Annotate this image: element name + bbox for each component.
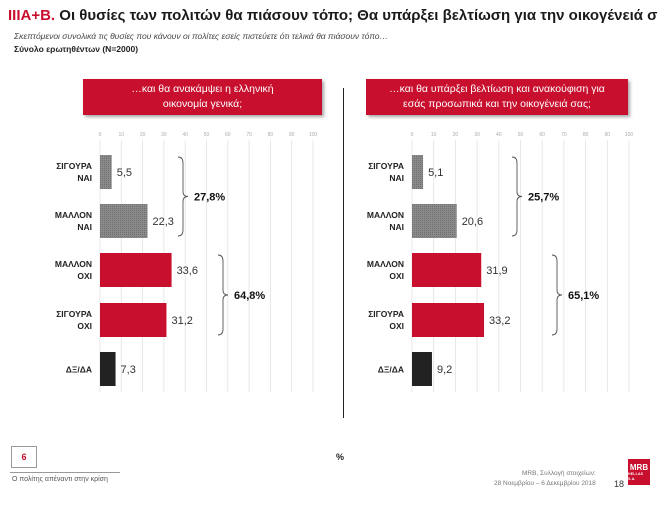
value-label: 31,2: [171, 315, 192, 327]
group-total-label: 27,8%: [194, 192, 225, 204]
bar: [100, 253, 172, 287]
group-total-label: 64,8%: [234, 290, 265, 302]
category-label: ΜΑΛΛΟΝ: [367, 259, 404, 269]
bar: [412, 155, 424, 189]
tick-label: 100: [309, 132, 318, 138]
group-total-label: 65,1%: [568, 290, 599, 302]
tick-label: 60: [539, 132, 545, 138]
bar: [412, 352, 432, 386]
category-label: ΟΧΙ: [77, 271, 92, 281]
bar: [100, 155, 112, 189]
category-label: ΟΧΙ: [389, 321, 404, 331]
category-label: ΔΞ/ΔΑ: [378, 365, 404, 375]
value-label: 5,5: [117, 167, 132, 179]
bar: [100, 352, 116, 386]
logo-main-text: MRB: [629, 462, 649, 472]
tick-label: 30: [161, 132, 167, 138]
bar: [412, 253, 482, 287]
category-label: ΟΧΙ: [77, 321, 92, 331]
question-left-line2: οικονομία γενικά;: [162, 98, 243, 110]
group-bracket: [217, 254, 229, 336]
category-label: ΜΑΛΛΟΝ: [367, 210, 404, 220]
mrb-logo: MRB HELLAS S.A.: [628, 459, 650, 485]
value-label: 33,2: [489, 315, 510, 327]
category-label: ΣΙΓΟΥΡΑ: [56, 309, 92, 319]
tick-label: 20: [140, 132, 146, 138]
tick-label: 60: [225, 132, 231, 138]
category-label: ΝΑΙ: [77, 173, 92, 183]
tick-label: 50: [518, 132, 524, 138]
question-left-line1: …και θα ανακάμψει η ελληνική: [131, 83, 274, 95]
category-label: ΝΑΙ: [389, 222, 404, 232]
value-label: 9,2: [437, 364, 452, 376]
page-subtitle: Σκεπτόμενοι συνολικά τις θυσίες που κάνο…: [14, 31, 389, 41]
bar: [412, 303, 485, 337]
tick-label: 70: [246, 132, 252, 138]
bar: [100, 204, 148, 238]
value-label: 7,3: [121, 364, 136, 376]
tick-label: 70: [561, 132, 567, 138]
question-right-line2: εσάς προσωπικά και την οικογένειά σας;: [403, 98, 591, 110]
category-label: ΣΙΓΟΥΡΑ: [368, 161, 404, 171]
question-box-right: …και θα υπάρξει βελτίωση και ανακούφιση …: [366, 79, 628, 115]
source-line-2: 28 Νοεμβρίου – 6 Δεκεμβρίου 2018: [494, 480, 596, 487]
question-right-line1: …και θα υπάρξει βελτίωση και ανακούφιση …: [389, 83, 605, 95]
footer-divider: [10, 472, 120, 473]
group-bracket: [551, 254, 563, 336]
panel-divider: [343, 88, 344, 418]
category-label: ΜΑΛΛΟΝ: [55, 259, 92, 269]
category-label: ΜΑΛΛΟΝ: [55, 210, 92, 220]
page-number: 18: [614, 479, 625, 489]
tick-label: 40: [182, 132, 188, 138]
source-line-1: MRB, Συλλογή στοιχείων:: [522, 470, 596, 477]
tick-label: 100: [625, 132, 634, 138]
footer-topic: Ο πολίτης απέναντι στην κρίση: [12, 476, 108, 483]
tick-label: 40: [496, 132, 502, 138]
logo-sub-text: HELLAS S.A.: [628, 471, 644, 481]
group-bracket: [177, 156, 189, 237]
value-label: 20,6: [462, 216, 483, 228]
value-label: 31,9: [486, 265, 507, 277]
tick-label: 80: [268, 132, 274, 138]
tick-label: 20: [453, 132, 459, 138]
slide-number-box: 6: [11, 446, 37, 468]
tick-label: 90: [289, 132, 295, 138]
title-text: Οι θυσίες των πολιτών θα πιάσουν τόπο; Θ…: [59, 7, 658, 24]
tick-label: 10: [119, 132, 125, 138]
category-label: ΣΙΓΟΥΡΑ: [368, 309, 404, 319]
tick-label: 50: [204, 132, 210, 138]
tick-label: 30: [474, 132, 480, 138]
tick-label: 80: [583, 132, 589, 138]
bar: [412, 204, 457, 238]
section-number: ΙΙΙΑ+Β.: [8, 7, 56, 24]
category-label: ΝΑΙ: [389, 173, 404, 183]
value-label: 22,3: [152, 216, 173, 228]
sample-note: Σύνολο ερωτηθέντων (Ν=2000): [14, 44, 139, 54]
bar: [100, 303, 167, 337]
page-title: ΙΙΙΑ+Β. Οι θυσίες των πολιτών θα πιάσουν…: [8, 7, 658, 24]
group-bracket: [511, 156, 523, 237]
question-box-left: …και θα ανακάμψει η ελληνική οικονομία γ…: [83, 79, 322, 115]
category-label: ΔΞ/ΔΑ: [66, 365, 92, 375]
tick-label: 10: [431, 132, 437, 138]
value-label: 33,6: [177, 265, 198, 277]
tick-label: 0: [99, 132, 102, 138]
category-label: ΟΧΙ: [389, 271, 404, 281]
tick-label: 0: [411, 132, 414, 138]
tick-label: 90: [605, 132, 611, 138]
category-label: ΝΑΙ: [77, 222, 92, 232]
category-label: ΣΙΓΟΥΡΑ: [56, 161, 92, 171]
group-total-label: 25,7%: [528, 192, 559, 204]
value-label: 5,1: [428, 167, 443, 179]
unit-label: %: [336, 452, 345, 462]
